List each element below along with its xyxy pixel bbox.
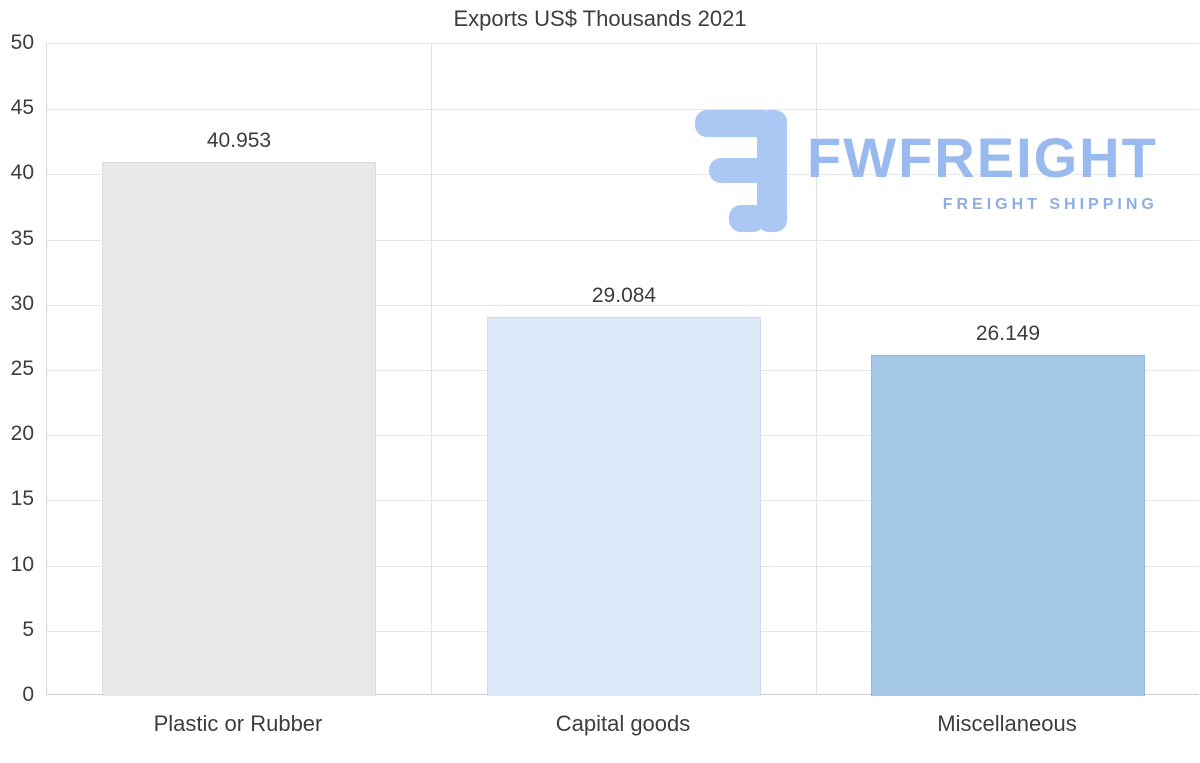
- x-axis: Plastic or Rubber Capital goods Miscellane…: [46, 703, 1199, 743]
- y-tick-label: 35: [10, 226, 34, 250]
- bar-plastic-or-rubber: [102, 162, 376, 696]
- y-tick-label: 30: [10, 291, 34, 315]
- y-tick-label: 45: [10, 96, 34, 120]
- x-tick-label: Miscellaneous: [937, 711, 1077, 736]
- y-tick-label: 25: [10, 357, 34, 380]
- y-tick-label: 15: [10, 487, 34, 511]
- bar-value-label: 26.149: [975, 322, 1041, 345]
- chart-title: Exports US$ Thousands 2021: [453, 6, 747, 31]
- y-axis: 0 5 10 15 20 25 30 35 40 45 50: [0, 31, 40, 706]
- h-gridline: [47, 109, 1199, 111]
- bar-miscellaneous: [871, 355, 1145, 696]
- v-gridline: [815, 44, 817, 694]
- h-gridline: [47, 174, 1199, 176]
- watermark-brand: FWFREIGHT: [807, 126, 1158, 189]
- y-tick-label: 50: [10, 31, 34, 54]
- y-tick-label: 0: [22, 683, 34, 706]
- x-tick-label: Plastic or Rubber: [153, 711, 323, 736]
- watermark-tagline: FREIGHT SHIPPING: [942, 196, 1158, 213]
- bar-value-label: 40.953: [206, 129, 272, 152]
- y-tick-label: 40: [10, 161, 34, 185]
- y-tick-label: 5: [22, 617, 34, 641]
- y-tick-label: 20: [10, 422, 34, 446]
- watermark-text: FWFREIGHT FREIGHT SHIPPING: [807, 110, 1158, 214]
- x-tick-label: Capital goods: [555, 711, 691, 736]
- h-gridline: [47, 239, 1199, 241]
- bar-value-label: 29.084: [591, 284, 657, 307]
- y-tick-label: 10: [10, 552, 34, 576]
- bar-capital-goods: [487, 317, 761, 696]
- h-gridline: [47, 304, 1199, 306]
- plot-area: FWFREIGHT FREIGHT SHIPPING 40.953 29.084 2…: [46, 43, 1199, 696]
- v-gridline: [431, 44, 433, 694]
